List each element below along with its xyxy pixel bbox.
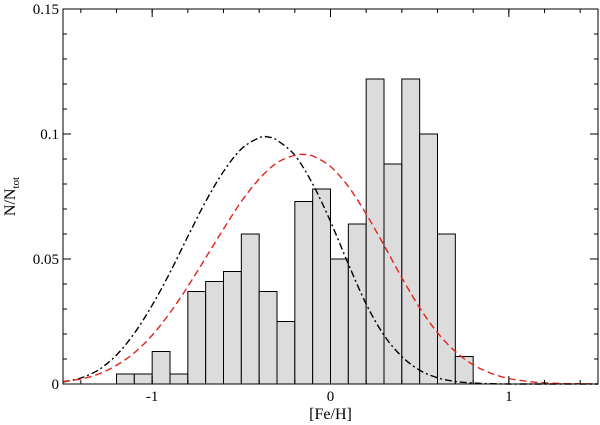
histogram-bar (330, 258, 349, 385)
histogram-bar (151, 351, 171, 385)
histogram-bar (294, 201, 314, 385)
y-axis-label-subscript: tot (10, 177, 22, 189)
x-tick-label: -1 (146, 389, 159, 405)
y-tick-labels: 0 0.05 0.1 0.15 (33, 2, 59, 393)
y-axis-label: N/Ntot (2, 177, 22, 216)
axis-ticks (63, 8, 598, 385)
x-tick-label: 1 (505, 389, 513, 405)
histogram-bar (187, 291, 207, 385)
y-tick-label: 0 (52, 377, 60, 393)
histogram-bar (258, 291, 278, 385)
histogram-bar (276, 321, 296, 385)
histogram-bar (205, 281, 225, 385)
histogram-bar (240, 233, 260, 385)
y-tick-label: 0.1 (40, 127, 59, 143)
y-axis-label-main: N/N (2, 188, 19, 216)
x-axis-label: [Fe/H] (309, 406, 352, 423)
histogram-bar (116, 373, 135, 385)
histogram-bar (401, 78, 421, 385)
x-tick-labels: -1 0 1 (146, 389, 513, 405)
histogram-bar (365, 78, 385, 385)
histogram-bar (347, 223, 367, 385)
histogram-bar (383, 163, 403, 385)
dashed-curve (62, 153, 599, 385)
histogram-bar (454, 356, 474, 385)
y-tick-label: 0.05 (33, 252, 59, 268)
y-tick-label: 0.15 (33, 2, 59, 18)
histogram-bar (419, 133, 438, 385)
histogram-bars (116, 78, 474, 385)
x-tick-label: 0 (327, 389, 335, 405)
histogram-bar (312, 188, 331, 385)
histogram-bar (437, 233, 456, 385)
histogram-bar (169, 373, 189, 385)
histogram-bar (133, 373, 153, 385)
histogram-bar (223, 271, 242, 385)
